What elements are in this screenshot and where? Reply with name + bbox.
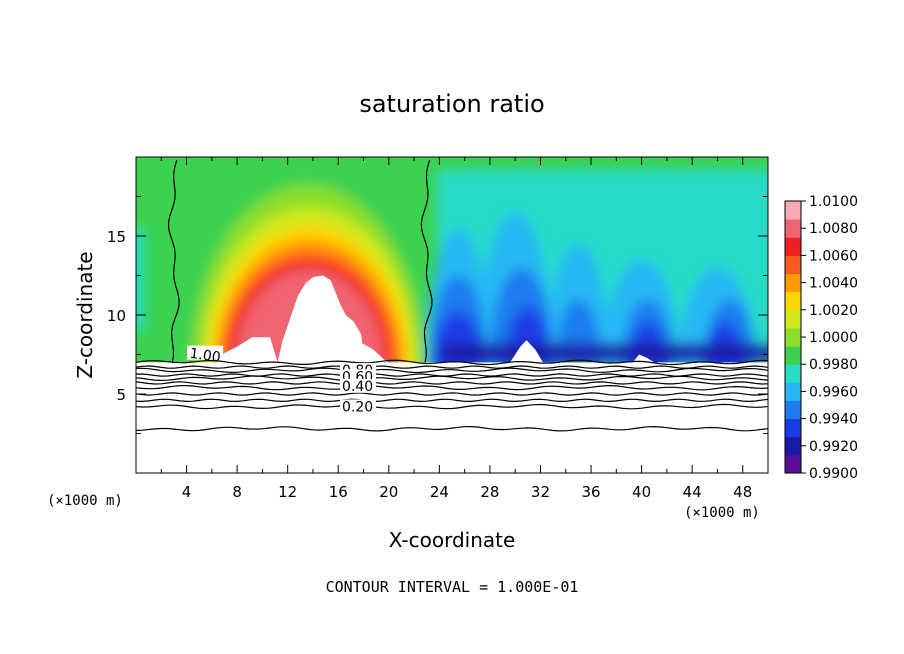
x-axis-label: X-coordinate — [389, 528, 516, 552]
colorbar-swatch — [785, 400, 801, 420]
contour-1-left — [167, 160, 180, 363]
supersaturated-core — [277, 275, 389, 363]
dry-bump-small — [632, 354, 655, 363]
y-tick-label: 5 — [116, 386, 126, 404]
x-unit-label-left: (×1000 m) — [47, 493, 123, 509]
colorbar-label: 1.0060 — [809, 248, 858, 264]
x-tick-label: 12 — [278, 483, 297, 501]
colorbar-swatch — [785, 454, 801, 474]
x-tick-label: 8 — [232, 483, 242, 501]
colorbar-swatch — [785, 364, 801, 383]
y-tick-label: 15 — [107, 228, 126, 246]
x-tick-label: 16 — [329, 483, 348, 501]
x-tick-label: 32 — [531, 483, 550, 501]
y-axis-label: Z-coordinate — [73, 251, 97, 378]
contour-line — [136, 359, 768, 366]
supersaturated-lobe — [216, 337, 278, 363]
y-axis: 5 10 15 — [107, 196, 768, 434]
colorbar-swatch — [785, 418, 801, 438]
contour-label: 0.20 — [342, 399, 373, 415]
dry-ground-band — [440, 343, 768, 363]
colorbar-label: 1.0080 — [809, 221, 858, 237]
x-tick-label: 4 — [182, 483, 192, 501]
contour-line-minor — [136, 365, 768, 369]
colorbar-swatch — [785, 436, 801, 456]
colorbar-swatch — [785, 291, 801, 311]
colorbar-label: 0.9940 — [809, 412, 858, 428]
x-unit-label-right: (×1000 m) — [684, 505, 760, 521]
x-tick-label: 44 — [683, 483, 702, 501]
colorbar-swatch — [785, 346, 801, 365]
contour-line-minor — [136, 398, 768, 403]
colorbar-label: 1.0000 — [809, 330, 858, 346]
chart-title: saturation ratio — [359, 90, 544, 118]
colorbar-swatch — [785, 273, 801, 293]
x-tick-label: 48 — [733, 483, 752, 501]
colorbar-swatch — [785, 201, 801, 220]
colorbar-label: 1.0100 — [809, 194, 858, 210]
contour-line — [136, 425, 768, 432]
dry-bump — [510, 340, 543, 363]
y-tick-label: 10 — [107, 307, 126, 325]
contour-label: 1.00 — [189, 346, 222, 366]
colorbar: 0.9900 0.9920 0.9940 0.9960 0.9980 1.0000 1.00… — [784, 194, 858, 482]
colorbar-label: 1.0040 — [809, 276, 858, 292]
x-tick-label: 40 — [632, 483, 651, 501]
contour-lines — [136, 160, 768, 432]
contour-line-minor — [136, 373, 768, 377]
colorbar-label: 0.9980 — [809, 357, 858, 373]
contour-1-right — [420, 160, 433, 363]
contour-line-minor — [136, 381, 768, 385]
contour-line — [136, 384, 768, 391]
colorbar-label: 0.9920 — [809, 439, 858, 455]
contour-line-minor — [136, 392, 768, 396]
lower-region — [136, 362, 768, 473]
colorbar-swatch — [785, 255, 801, 275]
contour-label-bg — [340, 378, 377, 393]
colorbar-swatch — [785, 309, 801, 329]
contour-label: 0.40 — [342, 379, 373, 395]
plot-area: 1.000.800.600.400.20 — [136, 157, 768, 473]
colorbar-swatch — [785, 237, 801, 256]
colorbar-swatch — [785, 327, 801, 347]
contour-label-bg — [187, 345, 224, 360]
colorbar-label: 0.9900 — [809, 466, 858, 482]
contour-label-bg — [340, 399, 377, 414]
x-tick-label: 28 — [480, 483, 499, 501]
x-axis: 4 8 12 16 20 24 28 32 36 40 44 48 — [160, 157, 752, 501]
colorbar-swatch — [785, 219, 801, 238]
contour-interval-note: CONTOUR INTERVAL = 1.000E-01 — [326, 578, 579, 596]
x-tick-label: 20 — [379, 483, 398, 501]
contour-line — [136, 403, 768, 410]
x-tick-label: 36 — [581, 483, 600, 501]
colorbar-swatch — [785, 382, 801, 401]
colorbar-label: 0.9960 — [809, 384, 858, 400]
contour-line — [136, 375, 768, 382]
colorbar-label: 1.0020 — [809, 303, 858, 319]
left-edge-band — [136, 228, 144, 331]
contour-line — [136, 367, 768, 374]
x-tick-label: 24 — [430, 483, 449, 501]
